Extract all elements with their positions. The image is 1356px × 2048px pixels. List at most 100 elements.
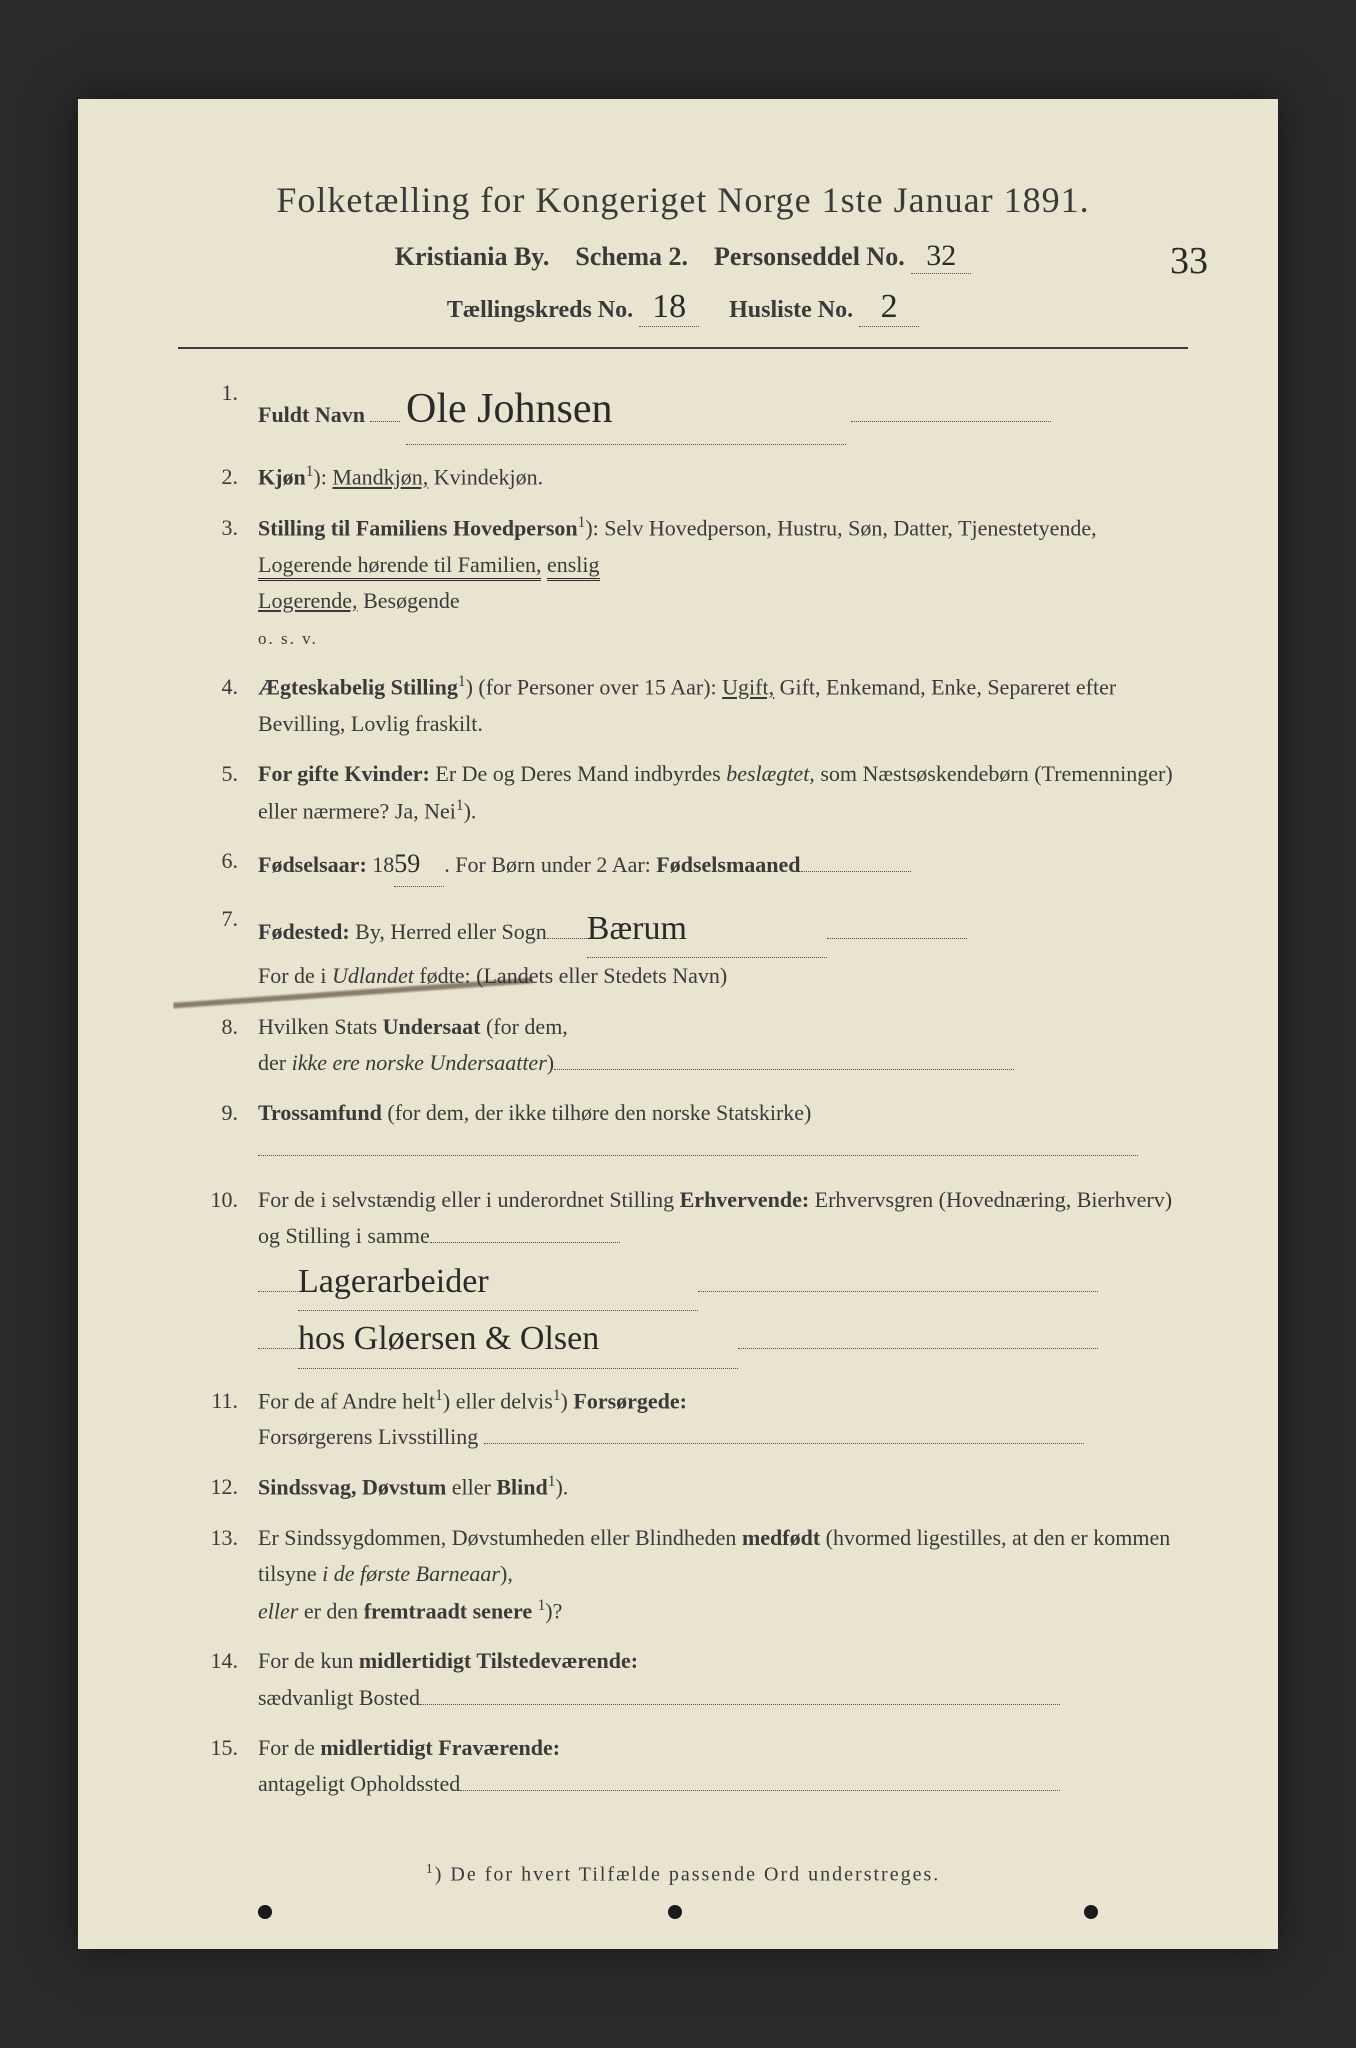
religion-text: (for dem, der ikke tilhøre den norske St… — [382, 1100, 811, 1125]
subtitle-line: Kristiania By. Schema 2. Personseddel No… — [178, 239, 1188, 274]
sex-female: Kvindekjøn. — [434, 465, 543, 490]
field-num: 15. — [178, 1730, 258, 1766]
field-label: Erhvervende: — [680, 1187, 810, 1212]
field-7-birthplace: 7. Fødested: By, Herred eller SognBærum … — [178, 901, 1188, 994]
taellingskreds-value: 18 — [639, 288, 699, 327]
field-11-dependent: 11. For de af Andre helt1) eller delvis1… — [178, 1383, 1188, 1456]
citizenship-text-b: (for dem, — [480, 1014, 567, 1039]
field-label: Kjøn — [258, 465, 306, 490]
field-9-religion: 9. Trossamfund (for dem, der ikke tilhør… — [178, 1095, 1188, 1168]
probable-residence-label: antageligt Opholdssted — [258, 1771, 460, 1796]
occupation-value2: hos Gløersen & Olsen — [298, 1311, 738, 1368]
relation-text2: Logerende, — [258, 588, 358, 613]
form-header: Folketælling for Kongeriget Norge 1ste J… — [178, 179, 1188, 327]
header-divider — [178, 347, 1188, 349]
related-text: Er De og Deres Mand indbyrdes — [430, 761, 726, 786]
margin-number: 33 — [1170, 239, 1208, 283]
field-6-birthyear: 6. Fødselsaar: 1859. For Børn under 2 Aa… — [178, 843, 1188, 887]
field-14-temporary-present: 14. For de kun midlertidigt Tilstedevære… — [178, 1643, 1188, 1716]
year-prefix: 18 — [367, 852, 395, 877]
binding-hole-icon — [668, 1905, 682, 1919]
taellingskreds-label: Tællingskreds No. — [447, 297, 633, 323]
schema-label: Schema 2. — [575, 242, 688, 271]
birthyear-value: 59 — [394, 843, 444, 887]
field-label: Stilling til Familiens Hovedperson — [258, 515, 578, 540]
personseddel-value: 32 — [911, 239, 971, 274]
sex-male: Mandkjøn, — [332, 465, 428, 490]
relation-text: ): Selv Hovedperson, Hustru, Søn, Datter… — [585, 515, 1096, 540]
congenital-italic: i de første Barneaar — [322, 1561, 500, 1586]
related-italic: beslægtet, — [726, 761, 815, 786]
field-label: Fødselsaar: — [258, 852, 367, 877]
field-num: 4. — [178, 669, 258, 705]
birthplace-text: By, Herred eller Sogn — [350, 919, 547, 944]
field-4-marital: 4. Ægteskabelig Stilling1) (for Personer… — [178, 669, 1188, 742]
dependent-text-a: For de af Andre helt — [258, 1388, 435, 1413]
footnote: 1) De for hvert Tilfælde passende Ord un… — [178, 1862, 1188, 1887]
husliste-label: Husliste No. — [729, 297, 853, 323]
field-10-occupation: 10. For de i selvstændig eller i underor… — [178, 1182, 1188, 1369]
field-label: Sindssvag, Døvstum — [258, 1475, 446, 1500]
footnote-text: ) De for hvert Tilfælde passende Ord und… — [435, 1864, 940, 1886]
field-num: 3. — [178, 510, 258, 546]
birthyear-text2: . For Børn under 2 Aar: — [444, 852, 656, 877]
field-num: 2. — [178, 459, 258, 495]
field-13-congenital: 13. Er Sindssygdommen, Døvstumheden elle… — [178, 1520, 1188, 1629]
personseddel-label: Personseddel No. — [714, 242, 905, 271]
dependent-line2: Forsørgerens Livsstilling — [258, 1424, 478, 1449]
field-label: medfødt — [742, 1525, 820, 1550]
field-num: 13. — [178, 1520, 258, 1556]
field-num: 5. — [178, 756, 258, 792]
field-label: Fuldt Navn — [258, 402, 365, 427]
birthmonth-label: Fødselsmaaned — [656, 852, 800, 877]
birthplace-line2a: For de i — [258, 963, 332, 988]
birthplace-italic: Udlandet — [332, 963, 414, 988]
field-label: For gifte Kvinder: — [258, 761, 430, 786]
citizenship-line2: der — [258, 1050, 292, 1075]
name-value: Ole Johnsen — [406, 375, 846, 445]
field-label: midlertidigt Tilstedeværende: — [359, 1648, 638, 1673]
field-label: Trossamfund — [258, 1100, 382, 1125]
field-num: 9. — [178, 1095, 258, 1131]
field-num: 7. — [178, 901, 258, 937]
osv-text: o. s. v. — [258, 629, 318, 648]
birthplace-value: Bærum — [587, 901, 827, 958]
field-num: 14. — [178, 1643, 258, 1679]
relation-text3: Besøgende — [358, 588, 460, 613]
census-form-page: 33 Folketælling for Kongeriget Norge 1st… — [78, 99, 1278, 1949]
field-label: Ægteskabelig Stilling — [258, 675, 458, 700]
field-num: 11. — [178, 1383, 258, 1419]
field-num: 12. — [178, 1469, 258, 1505]
field-num: 1. — [178, 375, 258, 411]
field-label: Undersaat — [383, 1014, 481, 1039]
field-num: 10. — [178, 1182, 258, 1218]
field-8-citizenship: 8. Hvilken Stats Undersaat (for dem, der… — [178, 1009, 1188, 1082]
citizenship-text-a: Hvilken Stats — [258, 1014, 383, 1039]
congenital-text-a: Er Sindssygdommen, Døvstumheden eller Bl… — [258, 1525, 742, 1550]
relation-selected-b: enslig — [547, 552, 600, 581]
field-5-related: 5. For gifte Kvinder: Er De og Deres Man… — [178, 756, 1188, 829]
field-label: Fødested: — [258, 919, 350, 944]
field-12-disability: 12. Sindssvag, Døvstum eller Blind1). — [178, 1469, 1188, 1506]
field-2-sex: 2. Kjøn1): Mandkjøn, Kvindekjøn. — [178, 459, 1188, 496]
field-15-temporary-absent: 15. For de midlertidigt Fraværende: anta… — [178, 1730, 1188, 1803]
usual-residence-label: sædvanligt Bosted — [258, 1685, 420, 1710]
field-num: 8. — [178, 1009, 258, 1045]
binding-hole-icon — [258, 1905, 272, 1919]
field-label: midlertidigt Fraværende: — [320, 1735, 560, 1760]
marital-selected: Ugift, — [722, 675, 774, 700]
main-title: Folketælling for Kongeriget Norge 1ste J… — [178, 179, 1188, 221]
occupation-value1: Lagerarbeider — [298, 1254, 698, 1311]
city-label: Kristiania By. — [395, 242, 550, 271]
dependent-text-b: ) eller delvis — [443, 1388, 553, 1413]
field-3-relation: 3. Stilling til Familiens Hovedperson1):… — [178, 510, 1188, 656]
birthplace-line2b: fødte: (Landets eller Stedets Navn) — [414, 963, 727, 988]
occupation-text-a: For de i selvstændig eller i underordnet… — [258, 1187, 680, 1212]
tertiary-line: Tællingskreds No. 18 Husliste No. 2 — [178, 288, 1188, 327]
marital-text: ) (for Personer over 15 Aar): — [466, 675, 723, 700]
binding-hole-icon — [1084, 1905, 1098, 1919]
relation-selected-a: Logerende hørende til Familien, — [258, 552, 541, 581]
field-label: Forsørgede: — [573, 1388, 687, 1413]
citizenship-italic: ikke ere norske Undersaatter — [292, 1050, 547, 1075]
husliste-value: 2 — [859, 288, 919, 327]
